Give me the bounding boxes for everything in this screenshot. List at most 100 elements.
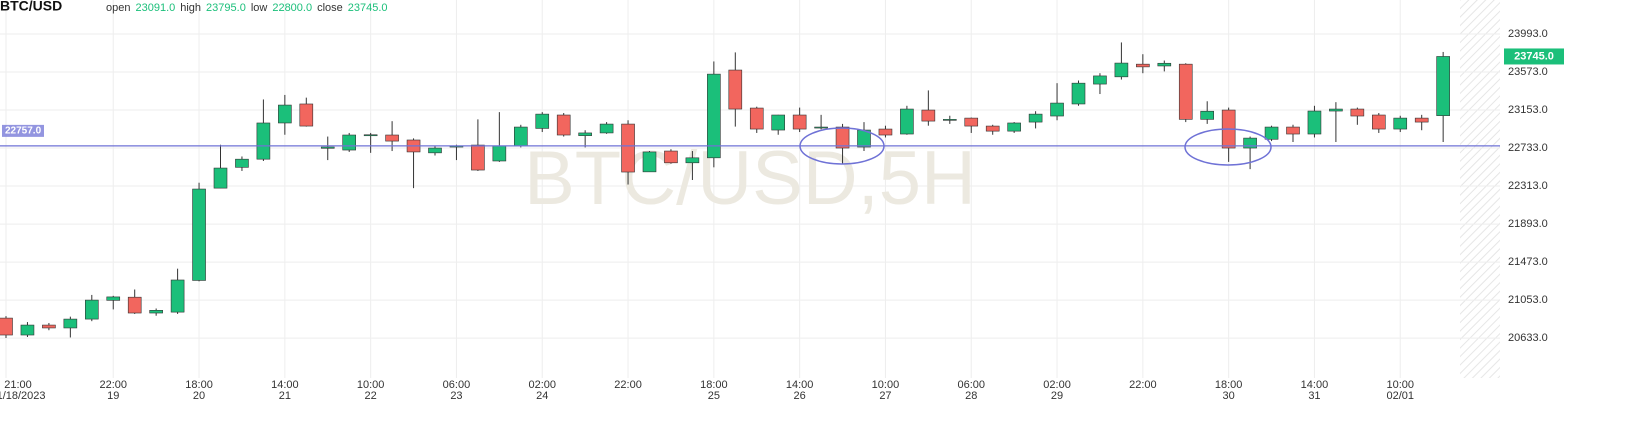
candle-body (1264, 126, 1279, 140)
candle-body (878, 128, 893, 136)
x-tick-label: 14:00 (1301, 379, 1329, 391)
candle-body (213, 167, 228, 189)
x-tick-sublabel: 23 (450, 390, 462, 402)
candle-body (1286, 126, 1300, 135)
candle-body (921, 109, 936, 122)
x-tick-label: 22:00 (99, 379, 127, 391)
last-price-label: 23745.0 (1514, 50, 1554, 62)
candle-body (299, 103, 314, 127)
candle-body (964, 117, 979, 127)
candle-body (1307, 110, 1322, 135)
overlay: 22757.0 23745.0 (0, 48, 1564, 147)
candle-body (192, 188, 206, 281)
candle-body (1114, 62, 1129, 78)
header-label: high (180, 2, 201, 14)
candle-body (1329, 108, 1343, 112)
header-value: 22800.0 (272, 2, 312, 14)
y-tick-label: 20633.0 (1508, 332, 1548, 344)
candle-body (535, 113, 550, 129)
x-tick-sublabel: 21 (279, 390, 291, 402)
hline-label: 22757.0 (5, 126, 42, 137)
candle-body (471, 144, 485, 171)
watermark: BTC/USD,5H (524, 136, 976, 221)
candle-body (170, 279, 185, 313)
candle-body (792, 114, 807, 130)
candle-body (63, 318, 78, 329)
x-tick-label: 02:00 (528, 379, 556, 391)
x-tick-sublabel: 25 (708, 390, 720, 402)
x-tick-sublabel: 27 (879, 390, 891, 402)
candle-body (127, 296, 142, 314)
candle-body (707, 73, 721, 159)
x-tick-label: 14:00 (271, 379, 299, 391)
candle-body (556, 114, 571, 136)
future-area (1460, 0, 1500, 378)
x-tick-label: 18:00 (1215, 379, 1243, 391)
header-label: close (317, 2, 343, 14)
candle-body (942, 119, 957, 121)
last-price-bg (1504, 48, 1564, 65)
x-tick-label: 22:00 (1129, 379, 1157, 391)
y-tick-label: 22733.0 (1508, 142, 1548, 154)
candle-body (492, 145, 507, 162)
x-tick-label: 10:00 (872, 379, 900, 391)
x-tick-label: 02:00 (1043, 379, 1071, 391)
x-tick-sublabel: 31 (1308, 390, 1320, 402)
candle-body (642, 151, 657, 173)
candle-body (1007, 122, 1021, 132)
chart-title: BTC/USD (0, 0, 62, 14)
x-tick-label: 14:00 (786, 379, 814, 391)
candle-body (1178, 63, 1193, 120)
candle-body (428, 147, 442, 154)
candle-body (985, 125, 1000, 132)
candle-body (1157, 62, 1172, 67)
candle-body (1372, 114, 1386, 130)
x-tick-sublabel: 19 (107, 390, 119, 402)
candle-body (1200, 110, 1214, 120)
y-tick-label: 21053.0 (1508, 294, 1548, 306)
x-tick-label: 10:00 (1386, 379, 1414, 391)
candle-body (749, 107, 764, 130)
candle-body (363, 134, 378, 137)
x-tick-label: 22:00 (614, 379, 642, 391)
x-tick-label: 10:00 (357, 379, 385, 391)
header-value: 23745.0 (348, 2, 388, 14)
candle-body (235, 158, 249, 168)
x-tick-sublabel: 30 (1223, 390, 1235, 402)
candle-body (1243, 137, 1257, 149)
candle-body (1093, 75, 1107, 85)
header-label: open (106, 2, 130, 14)
y-tick-label: 23153.0 (1508, 104, 1548, 116)
x-tick-label: 18:00 (185, 379, 213, 391)
annotation-ellipse (1184, 128, 1272, 166)
candle-body (0, 317, 13, 336)
y-tick-label: 23573.0 (1508, 66, 1548, 78)
candle-body (728, 69, 743, 110)
candle-body (256, 122, 271, 160)
candle-body (621, 123, 635, 173)
x-tick-label: 06:00 (957, 379, 985, 391)
x-tick-sublabel: 02/01 (1386, 390, 1414, 402)
candle-body (385, 134, 399, 142)
candle-body (1436, 56, 1450, 116)
candle-body (814, 126, 828, 129)
header-value: 23795.0 (206, 2, 246, 14)
candle-body (1414, 117, 1429, 123)
y-tick-label: 21893.0 (1508, 218, 1548, 230)
hline-label-bg (2, 124, 44, 137)
candle-body (578, 132, 592, 136)
candle-body (599, 123, 614, 134)
candle-body (771, 114, 786, 131)
candle-body (42, 324, 56, 329)
candle-body (1050, 102, 1064, 117)
candle-body (900, 108, 914, 135)
candle-body (149, 310, 163, 314)
y-tick-label: 22313.0 (1508, 180, 1548, 192)
x-tick-sublabel: 20 (193, 390, 205, 402)
candle-body (342, 134, 357, 151)
candle-body (685, 157, 700, 164)
x-tick-label: 06:00 (443, 379, 471, 391)
grid (0, 0, 1500, 378)
header-value: 23091.0 (135, 2, 175, 14)
